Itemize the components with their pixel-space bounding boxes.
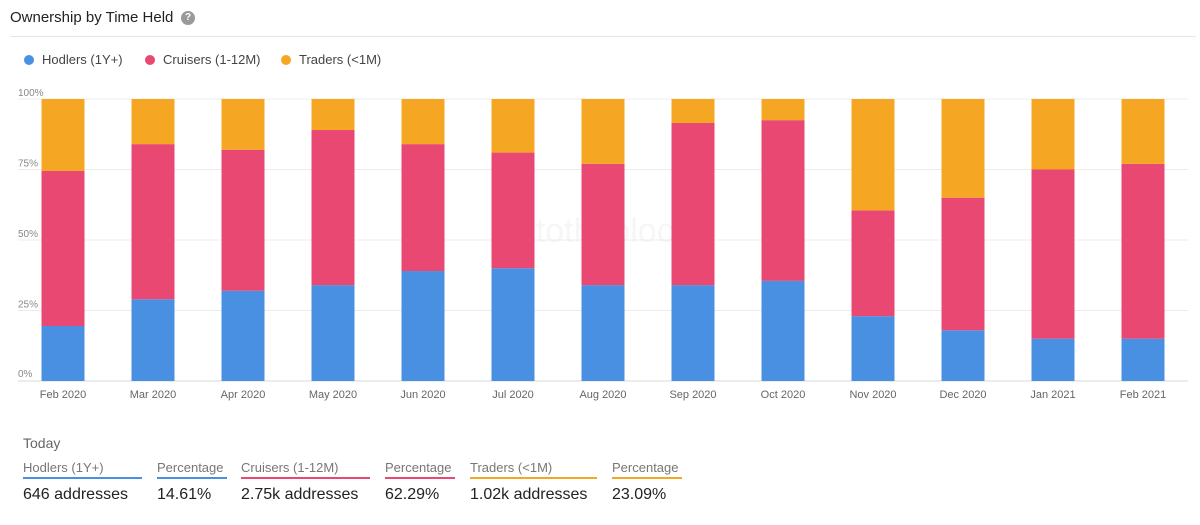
bar-segment	[941, 99, 985, 198]
bar-segment	[851, 99, 895, 211]
stat-traders-percentage: Percentage 23.09%	[612, 460, 682, 504]
bar-segment	[851, 316, 895, 381]
bar-segment	[401, 271, 445, 381]
x-tick-label: Apr 2020	[221, 389, 266, 401]
stat-cruisers-percentage: Percentage 62.29%	[385, 460, 455, 504]
chart-title: Ownership by Time Held	[10, 9, 174, 26]
x-tick-label: Jun 2020	[400, 389, 445, 401]
bar-segment	[581, 285, 625, 381]
stat-value: 646 addresses	[23, 486, 128, 503]
bar-segment	[311, 130, 355, 286]
bar-segment	[581, 163, 625, 286]
bar-segment	[401, 144, 445, 272]
x-tick-label: Jan 2021	[1030, 389, 1075, 401]
stat-hodlers-percentage: Percentage 14.61%	[157, 460, 227, 504]
legend-label: Hodlers (1Y+)	[42, 52, 123, 67]
stat-traders: Traders (<1M) 1.02k addresses	[470, 460, 597, 504]
legend-dot	[24, 55, 34, 65]
bar-segment	[491, 268, 535, 381]
legend-item-traders[interactable]: Traders (<1M)	[281, 52, 381, 67]
y-tick-label: 50%	[18, 229, 38, 240]
bar-segment	[671, 99, 715, 123]
bar-segment	[131, 99, 175, 145]
bar-segment	[221, 290, 265, 381]
bar-segment	[941, 197, 985, 331]
x-tick-label: Sep 2020	[669, 389, 716, 401]
bar-segment	[671, 122, 715, 286]
stat-value: 62.29%	[385, 486, 440, 503]
legend-item-cruisers[interactable]: Cruisers (1-12M)	[145, 52, 261, 67]
y-tick-label: 0%	[18, 369, 33, 380]
stat-cruisers: Cruisers (1-12M) 2.75k addresses	[241, 460, 370, 504]
bar-segment	[761, 99, 805, 121]
legend-dot	[145, 55, 155, 65]
stat-value: 14.61%	[157, 486, 212, 503]
bar-segment	[221, 99, 265, 150]
bar-segment	[311, 99, 355, 131]
bar-segment	[581, 99, 625, 164]
bar-segment	[491, 99, 535, 153]
stat-hodlers: Hodlers (1Y+) 646 addresses	[23, 460, 142, 504]
bar-segment	[1031, 338, 1075, 381]
question-circle-icon[interactable]: ?	[181, 11, 195, 25]
bar-segment	[491, 152, 535, 269]
chart-header: Ownership by Time Held ?	[10, 8, 1196, 37]
y-tick-label: 25%	[18, 300, 38, 311]
stat-label: Cruisers (1-12M)	[241, 460, 370, 479]
bar-segment	[311, 285, 355, 381]
bar-segment	[1121, 99, 1165, 164]
x-tick-label: May 2020	[309, 389, 357, 401]
y-tick-label: 100%	[18, 88, 44, 99]
stat-label: Percentage	[157, 460, 227, 479]
x-tick-label: Nov 2020	[849, 389, 896, 401]
bar-segment	[1031, 99, 1075, 170]
legend-label: Cruisers (1-12M)	[163, 52, 261, 67]
x-tick-label: Oct 2020	[761, 389, 806, 401]
bar-segment	[1121, 338, 1165, 381]
bar-segment	[401, 99, 445, 145]
bar-segment	[41, 326, 85, 381]
stat-label: Hodlers (1Y+)	[23, 460, 142, 479]
bar-segment	[221, 149, 265, 291]
bar-segment	[671, 285, 715, 381]
bar-segment	[851, 210, 895, 317]
x-tick-label: Dec 2020	[939, 389, 986, 401]
bar-segment	[1031, 169, 1075, 339]
bar-segment	[1121, 163, 1165, 339]
x-tick-label: Feb 2021	[1120, 389, 1166, 401]
bar-segment	[941, 330, 985, 381]
bar-segment	[131, 144, 175, 300]
x-tick-label: Jul 2020	[492, 389, 534, 401]
stat-value: 23.09%	[612, 486, 667, 503]
legend-item-hodlers[interactable]: Hodlers (1Y+)	[24, 52, 123, 67]
bar-segment	[761, 280, 805, 381]
bar-segment	[41, 170, 85, 327]
stat-value: 1.02k addresses	[470, 486, 588, 503]
y-tick-label: 75%	[18, 159, 38, 170]
stat-label: Percentage	[612, 460, 682, 479]
x-tick-label: Mar 2020	[130, 389, 176, 401]
bar-segment	[761, 120, 805, 281]
today-label: Today	[23, 435, 61, 451]
x-tick-label: Feb 2020	[40, 389, 86, 401]
legend-dot	[281, 55, 291, 65]
stat-label: Percentage	[385, 460, 455, 479]
x-tick-label: Aug 2020	[579, 389, 626, 401]
legend-label: Traders (<1M)	[299, 52, 382, 67]
bar-segment	[131, 299, 175, 381]
bar-segment	[41, 99, 85, 171]
stat-label: Traders (<1M)	[470, 460, 597, 479]
stat-value: 2.75k addresses	[241, 486, 359, 503]
